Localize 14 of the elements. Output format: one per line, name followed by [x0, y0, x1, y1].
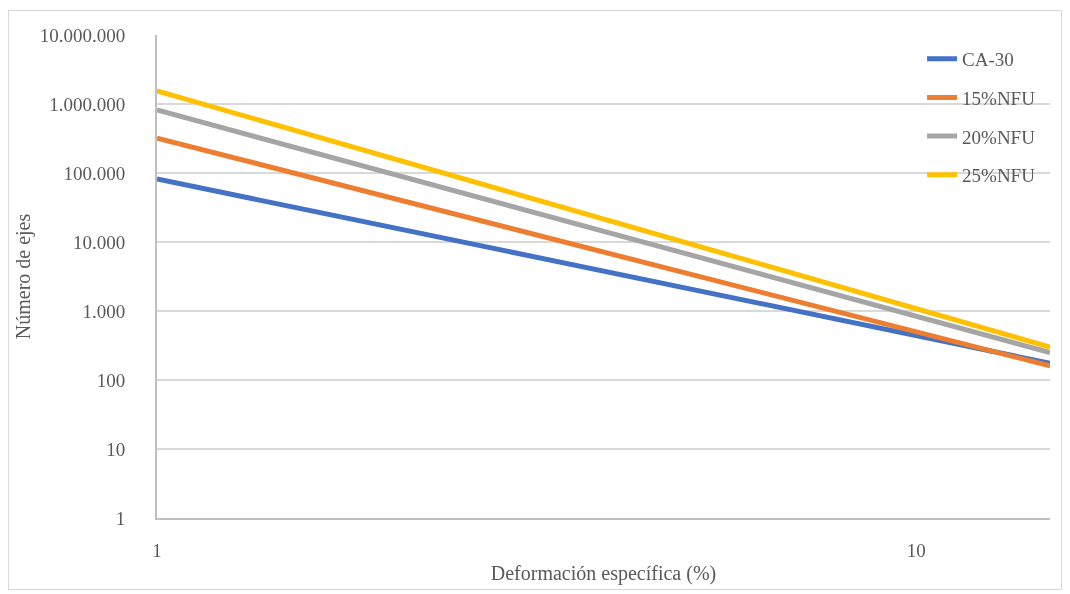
- y-tick-label: 1.000.000: [49, 93, 126, 115]
- y-tick-label: 100.000: [63, 162, 126, 184]
- legend-label: 25%NFU: [962, 165, 1036, 187]
- y-tick-label: 100: [96, 369, 126, 391]
- y-tick-label: 10.000.000: [39, 24, 126, 46]
- y-tick-label: 10.000: [72, 231, 126, 253]
- y-tick-label: 1.000: [82, 300, 126, 322]
- legend-label: 15%NFU: [962, 87, 1036, 109]
- y-axis-title: Número de ejes: [11, 213, 35, 340]
- legend-label: CA-30: [962, 49, 1014, 71]
- y-tick-label: 10: [106, 438, 126, 460]
- legend-label: 20%NFU: [962, 126, 1036, 148]
- y-tick-label: 1: [115, 507, 126, 529]
- x-axis-title: Deformación específica (%): [490, 561, 717, 585]
